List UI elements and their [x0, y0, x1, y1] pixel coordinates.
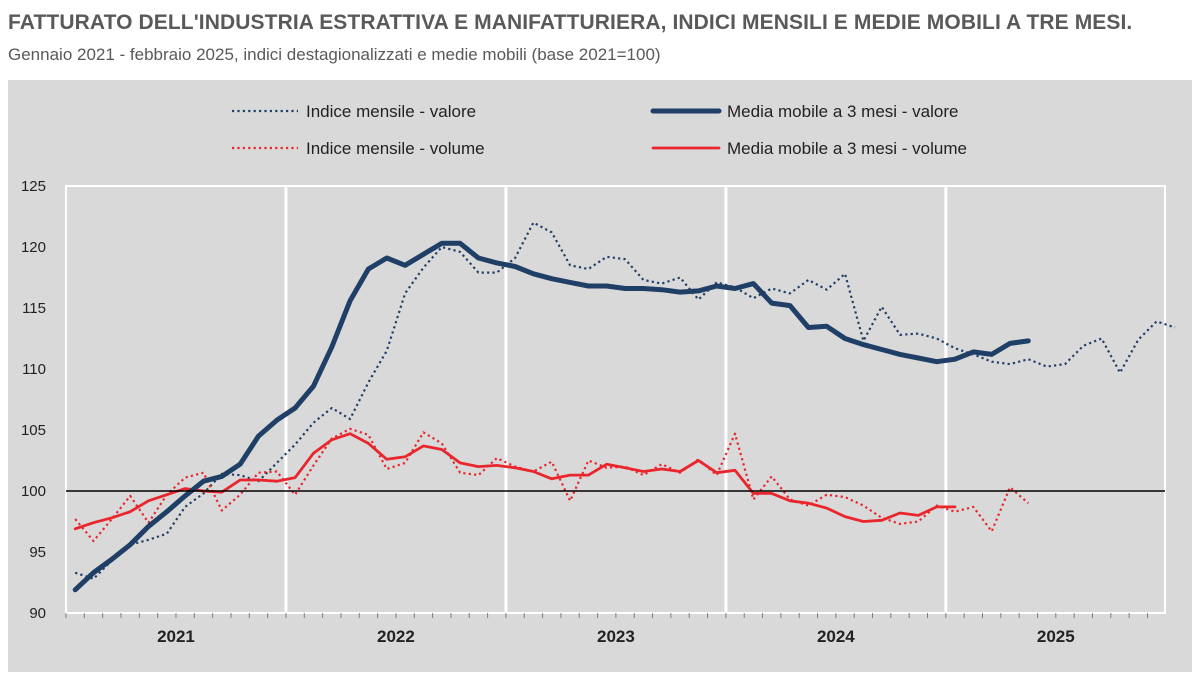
y-tick-label: 120	[21, 239, 46, 256]
legend-label: Indice mensile - valore	[306, 102, 476, 121]
x-year-label: 2021	[157, 627, 195, 646]
y-tick-label: 105	[21, 422, 46, 439]
y-tick-label: 100	[21, 483, 46, 500]
series-line-media-volume	[73, 432, 957, 531]
x-year-label: 2022	[377, 627, 415, 646]
y-tick-label: 115	[22, 300, 46, 317]
y-tick-label: 90	[29, 605, 46, 622]
legend-label: Media mobile a 3 mesi - valore	[727, 102, 958, 121]
chart-title-block: FATTURATO DELL'INDUSTRIA ESTRATTIVA E MA…	[8, 8, 1188, 71]
legend-label: Indice mensile - volume	[306, 139, 485, 158]
legend: Indice mensile - valore Media mobile a 3 …	[232, 102, 967, 158]
grid	[284, 186, 948, 613]
x-year-label: 2023	[597, 627, 635, 646]
chart-title: FATTURATO DELL'INDUSTRIA ESTRATTIVA E MA…	[8, 11, 1133, 34]
axes: 90 95 100 105 110 115 120 125 2021 2022 2023 2024 20…	[21, 178, 1165, 646]
plot-area	[65, 185, 1166, 614]
y-tick-label: 125	[21, 178, 46, 195]
chart-subtitle: Gennaio 2021 - febbraio 2025, indici des…	[8, 45, 661, 64]
series-line-media-valore	[72, 240, 1031, 593]
legend-label: Media mobile a 3 mesi - volume	[727, 139, 967, 158]
x-year-label: 2025	[1037, 627, 1075, 646]
y-tick-label: 110	[22, 361, 46, 378]
x-year-label: 2024	[817, 627, 855, 646]
y-tick-label: 95	[29, 544, 46, 561]
series-group	[72, 221, 1176, 593]
series-line-indice-volume	[74, 427, 1030, 543]
